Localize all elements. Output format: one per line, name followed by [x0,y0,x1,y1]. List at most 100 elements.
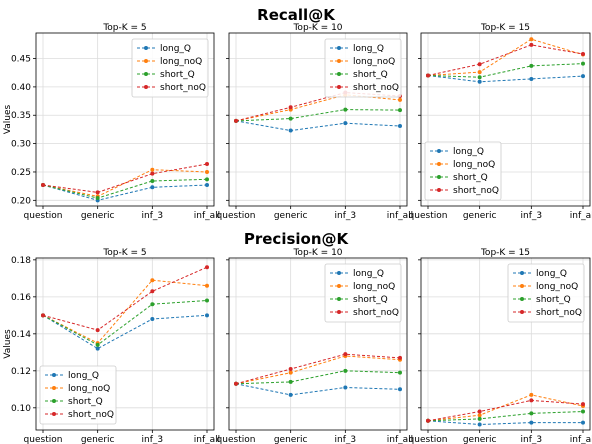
data-point-short_noQ [581,402,585,407]
series-line-long_Q [235,120,401,132]
data-point-long_Q [477,422,482,427]
x-tick-label: generic [463,435,497,444]
data-point-short_noQ [234,118,238,123]
legend-label-short_noQ: short_noQ [353,83,399,93]
y-tick-label: 0.25 [11,168,31,178]
data-point-short_noQ [205,162,209,167]
data-point-short_Q [205,298,209,303]
series-line-long_Q [427,420,583,426]
legend: long_Q long_noQ short_Q short_noQ [324,263,402,323]
x-tick-label: inf_3 [521,435,543,444]
legend-label-short_Q: short_Q [353,295,388,305]
legend-marker-long_Q [520,271,524,275]
data-point-long_Q [529,76,534,81]
legend-label-long_Q: long_Q [353,44,384,54]
series-line-short_noQ [427,399,584,422]
legend-marker-long_noQ [437,162,441,166]
chart-panel-6: Top-K = 15 question generic inf_3 inf_all lon… [409,248,592,444]
legend-label-short_noQ: short_noQ [536,308,582,318]
data-point-short_Q [343,107,348,112]
data-point-long_noQ [529,37,534,42]
series-line-short_Q [42,300,208,346]
x-tick-label: generic [81,211,115,221]
x-tick-label: question [24,211,63,221]
legend-label-long_noQ: long_noQ [68,384,110,394]
x-tick-label: generic [81,435,115,444]
data-point-long_noQ [150,167,155,172]
series-line-long_noQ [427,38,584,76]
x-tick-label: question [24,435,63,444]
legend-marker-short_noQ [144,85,148,89]
data-point-long_noQ [150,278,155,283]
data-point-long_noQ [288,370,293,375]
x-tick-label: inf_all [194,211,220,221]
data-point-long_noQ [205,169,209,174]
legend-box [131,38,209,98]
x-tick-label: question [409,435,448,444]
y-axis-label: Values [3,104,13,134]
legend-label-long_Q: long_Q [536,269,567,279]
series-line-short_Q [427,411,584,422]
legend-marker-long_noQ [520,284,524,288]
series-line-short_noQ [42,266,208,331]
y-tick-label: 0.20 [11,196,31,206]
legend-label-short_noQ: short_noQ [160,83,206,93]
data-point-short_Q [581,409,585,414]
plot-frame [420,257,591,431]
legend-marker-long_noQ [337,284,341,288]
data-point-long_Q [398,124,402,129]
chart-panel-4: Top-K = 5 question generic inf_3 inf_all 0.10… [3,248,220,444]
series-line-short_noQ [235,353,401,385]
legend: long_Q long_noQ short_Q short_noQ [424,141,502,201]
legend-marker-short_Q [520,297,524,301]
legend-box [324,38,402,98]
legend-label-short_Q: short_Q [536,295,571,305]
legend-marker-short_Q [144,72,148,76]
series-line-short_Q [235,109,401,122]
x-tick-label: question [409,211,448,221]
chart-panel-2: Top-K = 10 question generic inf_3 inf_all lon… [217,23,414,221]
legend-box [424,141,502,201]
legend-marker-long_Q [437,149,441,153]
data-point-long_Q [477,79,482,84]
data-point-short_Q [288,116,293,121]
data-point-short_Q [95,196,100,201]
data-point-long_Q [288,392,293,397]
legend-marker-long_Q [337,271,341,275]
legend-label-short_Q: short_Q [353,70,388,80]
data-point-short_noQ [581,51,585,56]
data-point-long_Q [581,74,585,79]
x-tick-label: inf_3 [521,211,543,221]
legend-label-long_noQ: long_noQ [353,57,395,67]
series-line-long_noQ [427,394,584,422]
data-point-short_Q [343,368,348,373]
panel-title: Top-K = 5 [102,248,146,258]
series-line-long_Q [427,75,584,83]
y-tick-label: 0.18 [11,256,31,266]
legend-label-short_noQ: short_noQ [353,308,399,318]
legend: long_Q long_noQ short_Q short_noQ [39,365,117,425]
y-axis-label: Values [3,329,13,359]
legend-box [324,263,402,323]
legend-label-long_Q: long_Q [68,371,99,381]
x-tick-label: inf_all [387,211,413,221]
data-point-short_Q [477,416,482,421]
plot-frame [35,32,215,207]
data-point-long_Q [398,387,402,392]
data-point-short_noQ [234,381,238,386]
data-point-short_noQ [426,73,430,78]
legend-marker-short_noQ [337,310,341,314]
x-tick-label: inf_all [194,435,220,444]
legend-marker-long_Q [52,373,56,377]
x-tick-label: inf_3 [142,435,164,444]
data-point-short_Q [398,370,402,375]
data-point-short_noQ [205,265,209,270]
series-line-long_Q [42,184,208,201]
data-point-long_Q [529,420,534,425]
legend-marker-long_noQ [337,59,341,63]
legend-marker-short_Q [437,175,441,179]
legend-label-long_Q: long_Q [160,44,191,54]
data-point-long_Q [95,346,100,351]
data-point-long_Q [150,185,155,190]
series-line-long_Q [42,314,208,350]
